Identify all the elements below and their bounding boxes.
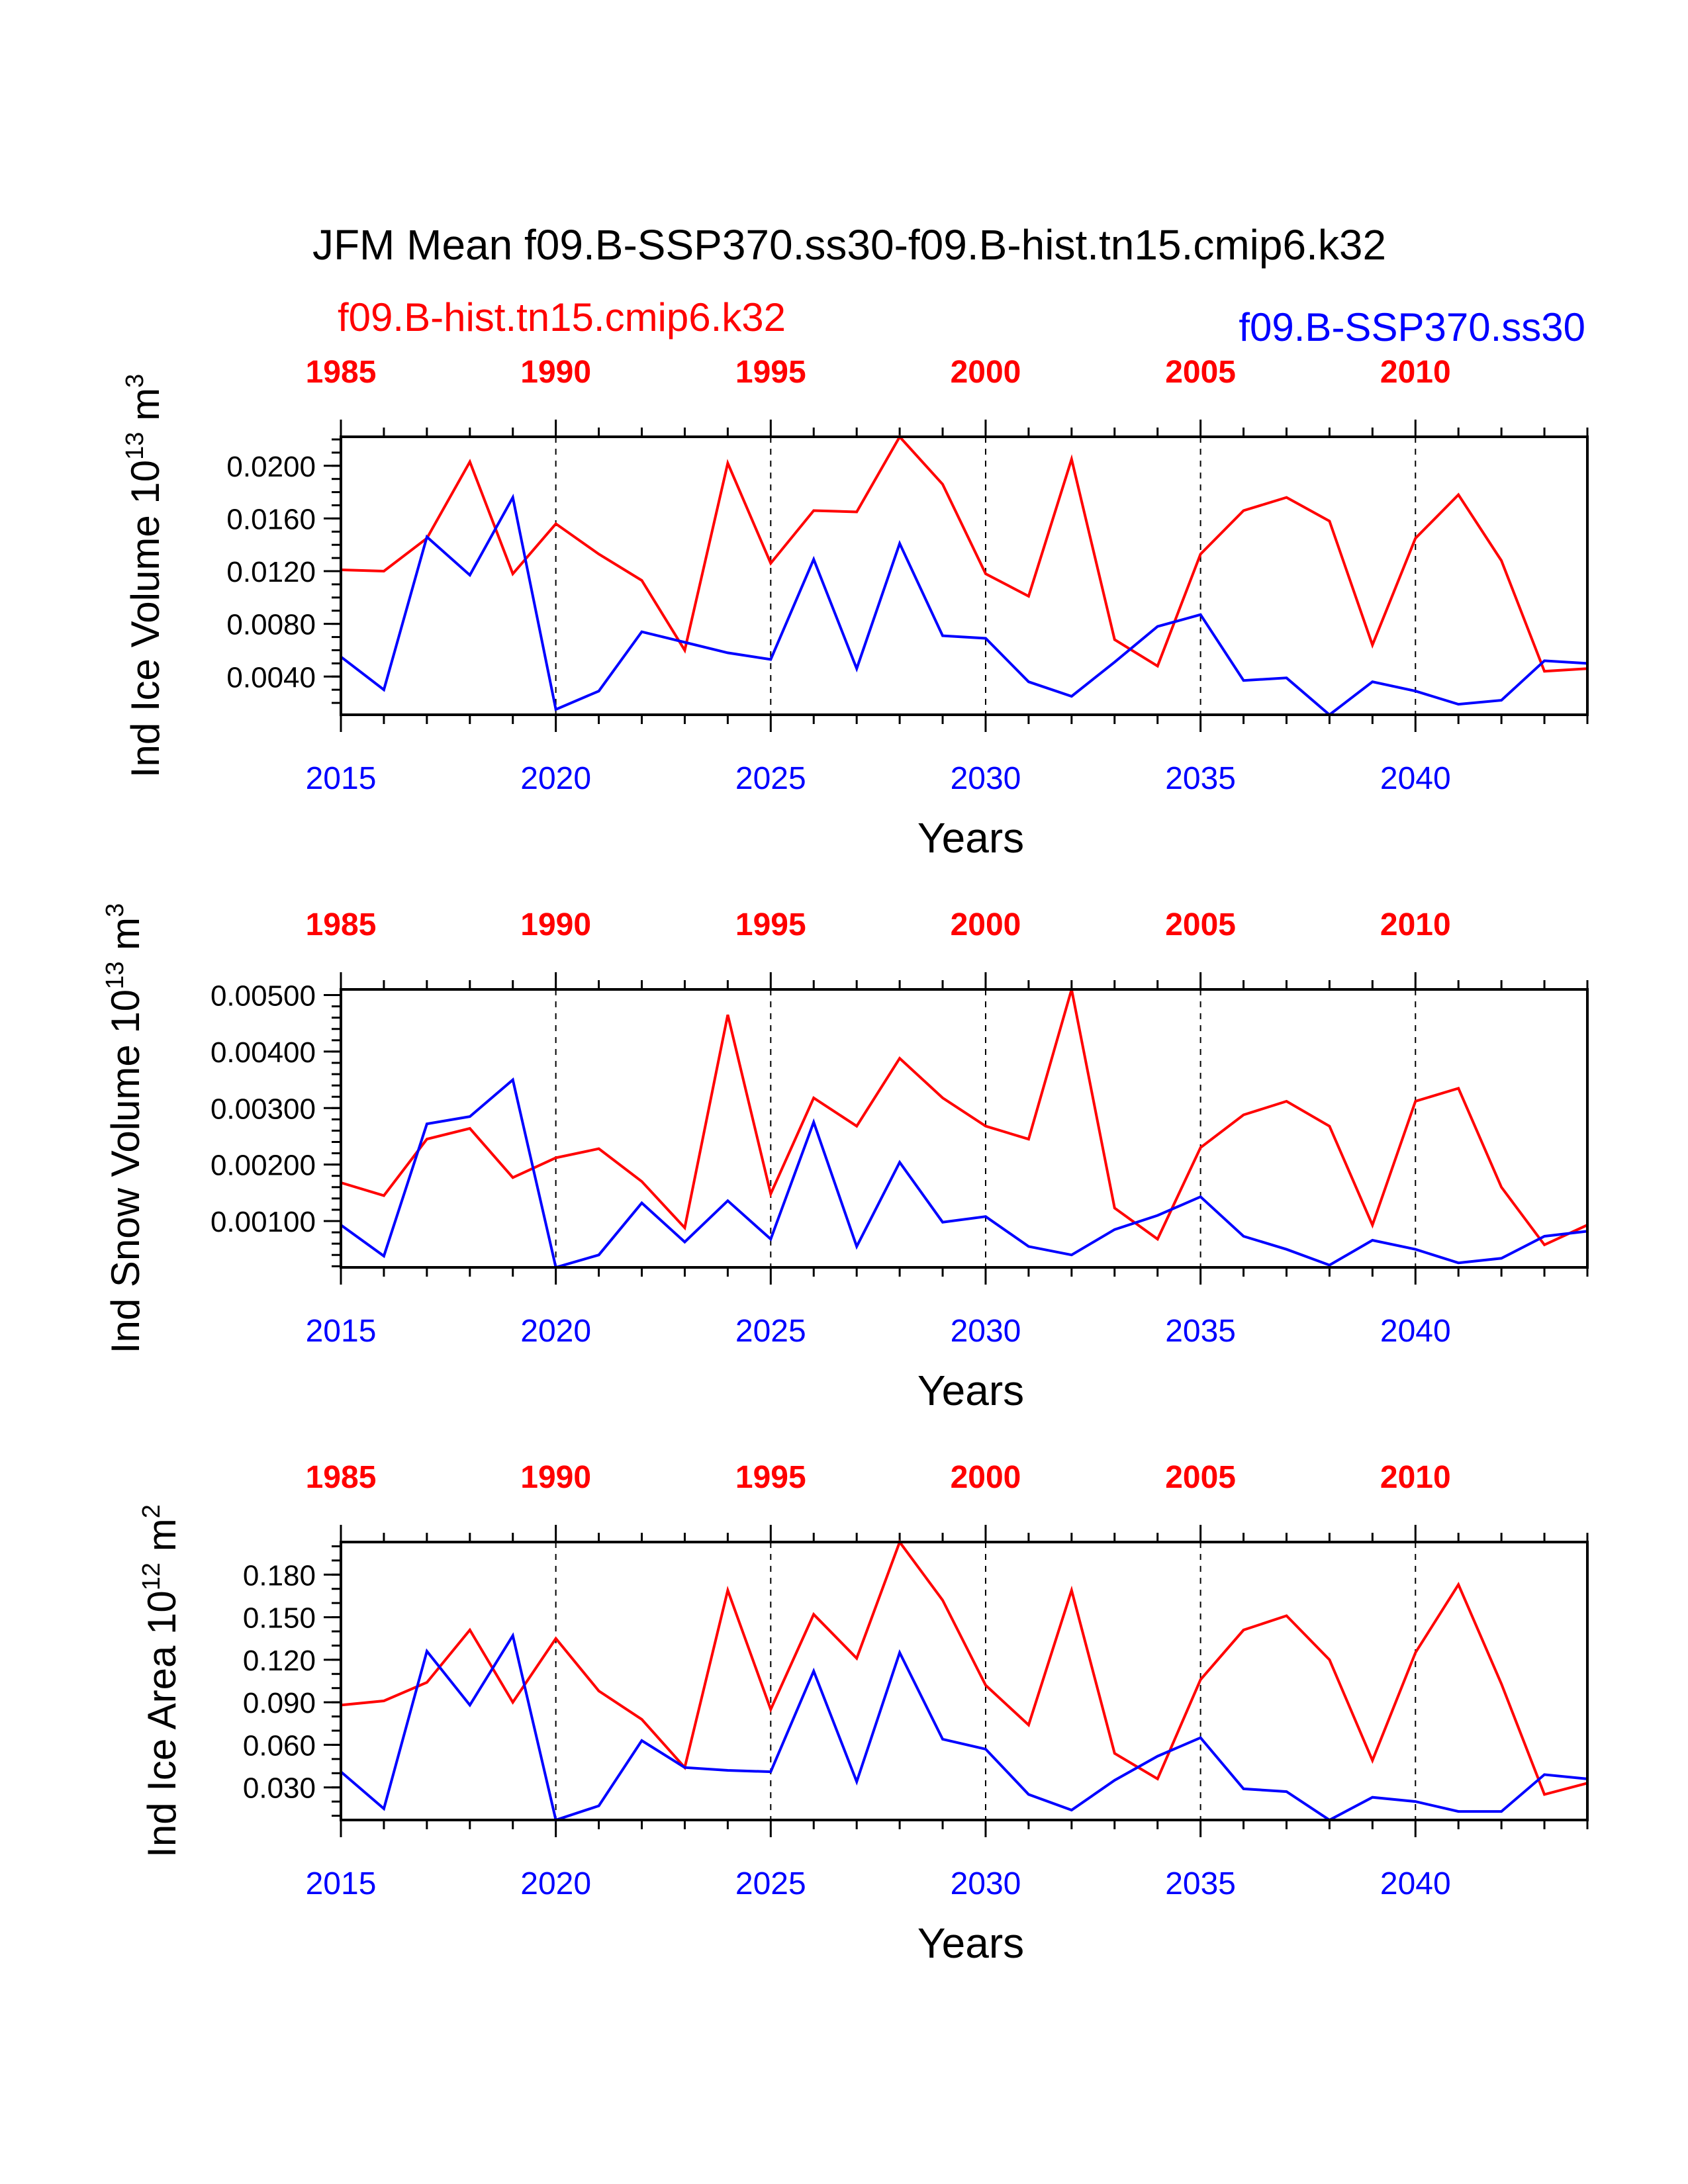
top-tick-label: 1985 <box>306 907 377 942</box>
top-tick-label: 2000 <box>951 355 1021 390</box>
bottom-tick-label: 2020 <box>520 1314 591 1349</box>
top-tick-label: 2000 <box>951 1460 1021 1495</box>
top-tick-label: 2005 <box>1165 907 1236 942</box>
bottom-tick-label: 2025 <box>735 1314 806 1349</box>
top-tick-label: 2005 <box>1165 1460 1236 1495</box>
bottom-tick-label: 2040 <box>1380 1866 1451 1901</box>
y-axis-label-main: Ind Snow Volume 10 <box>103 989 148 1353</box>
y-axis-label-main: Ind Ice Volume 10 <box>123 460 167 778</box>
snow-volume-panel: 0.00100 0.00200 0.00300 0.00400 0.00500 1985 1… <box>101 903 1589 1414</box>
top-tick-label: 1995 <box>735 355 806 390</box>
y-axis-label-unit-exponent: 3 <box>101 903 129 917</box>
bottom-tick-label: 2030 <box>951 761 1021 796</box>
y-tick-label: 0.090 <box>243 1687 316 1719</box>
y-tick-label: 0.00300 <box>211 1093 316 1125</box>
y-axis-label: Ind Snow Volume 1013 m3 <box>101 903 148 1353</box>
bottom-tick-label: 2020 <box>520 1866 591 1901</box>
bottom-tick-label: 2035 <box>1165 1866 1236 1901</box>
x-axis-label: Years <box>917 814 1024 862</box>
top-tick-label: 1990 <box>520 1460 591 1495</box>
bottom-tick-label: 2035 <box>1165 761 1236 796</box>
top-tick-label: 1985 <box>306 1460 377 1495</box>
y-axis-label: Ind Ice Volume 1013 m3 <box>121 374 167 778</box>
series-line-ssp <box>340 1632 1588 1822</box>
bottom-tick-label: 2035 <box>1165 1314 1236 1349</box>
bottom-tick-label: 2015 <box>306 761 377 796</box>
top-tick-label: 2005 <box>1165 355 1236 390</box>
figure-title: JFM Mean f09.B-SSP370.ss30-f09.B-hist.tn… <box>312 221 1386 269</box>
bottom-tick-label: 2015 <box>306 1314 377 1349</box>
bottom-tick-label: 2020 <box>520 761 591 796</box>
bottom-tick-label: 2030 <box>951 1866 1021 1901</box>
y-tick-label: 0.150 <box>243 1602 316 1635</box>
y-axis-label-unit-exponent: 3 <box>121 374 149 388</box>
top-tick-label: 1985 <box>306 355 377 390</box>
series-line-hist <box>340 1539 1588 1796</box>
y-tick-label: 0.0160 <box>226 503 316 535</box>
y-tick-label: 0.00200 <box>211 1150 316 1182</box>
y-axis-label-unit: m <box>140 1518 184 1563</box>
series-line-ssp <box>340 493 1588 717</box>
x-axis-label: Years <box>917 1367 1024 1414</box>
plot-frame <box>340 1541 1589 1821</box>
y-axis-label-exponent: 12 <box>138 1563 165 1590</box>
plot-frame <box>340 435 1589 716</box>
y-axis-label-main: Ind Ice Area 10 <box>140 1590 184 1858</box>
bottom-tick-label: 2025 <box>735 1866 806 1901</box>
top-tick-label: 2010 <box>1380 355 1451 390</box>
top-tick-label: 1990 <box>520 907 591 942</box>
legend-ssp-label: f09.B-SSP370.ss30 <box>1239 305 1585 349</box>
y-tick-label: 0.0080 <box>226 609 316 641</box>
top-tick-label: 2010 <box>1380 1460 1451 1495</box>
bottom-tick-label: 2030 <box>951 1314 1021 1349</box>
y-axis-label-unit-exponent: 2 <box>138 1504 165 1518</box>
y-axis-label-unit: m <box>123 388 167 432</box>
y-axis-label-exponent: 13 <box>121 432 149 460</box>
ice-volume-panel: 0.0040 0.0080 0.0120 0.0160 0.0200 1985 1990 19… <box>121 355 1589 862</box>
bottom-tick-label: 2025 <box>735 761 806 796</box>
top-tick-label: 1990 <box>520 355 591 390</box>
series-line-hist <box>340 434 1588 673</box>
y-axis-label-exponent: 13 <box>101 962 129 989</box>
legend-hist-label: f09.B-hist.tn15.cmip6.k32 <box>338 295 786 340</box>
plot-frame <box>340 988 1589 1269</box>
y-axis-label-unit: m <box>103 917 148 962</box>
bottom-tick-label: 2015 <box>306 1866 377 1901</box>
top-tick-label: 1995 <box>735 1460 806 1495</box>
top-tick-label: 2010 <box>1380 907 1451 942</box>
y-tick-label: 0.030 <box>243 1772 316 1805</box>
y-tick-label: 0.120 <box>243 1645 316 1677</box>
x-axis-label: Years <box>917 1919 1024 1967</box>
y-tick-label: 0.00100 <box>211 1206 316 1238</box>
series-line-ssp <box>340 1077 1588 1269</box>
series-line-hist <box>340 989 1588 1247</box>
y-tick-label: 0.0120 <box>226 556 316 588</box>
y-tick-label: 0.060 <box>243 1729 316 1762</box>
ice-area-panel: 0.030 0.060 0.090 0.120 0.150 0.180 1985 1990 19… <box>138 1460 1589 1967</box>
top-tick-label: 1995 <box>735 907 806 942</box>
y-tick-label: 0.0040 <box>226 661 316 694</box>
y-tick-label: 0.180 <box>243 1559 316 1592</box>
bottom-tick-label: 2040 <box>1380 761 1451 796</box>
bottom-tick-label: 2040 <box>1380 1314 1451 1349</box>
y-axis-label: Ind Ice Area 1012 m2 <box>138 1504 184 1858</box>
top-tick-label: 2000 <box>951 907 1021 942</box>
y-tick-label: 0.00400 <box>211 1036 316 1069</box>
y-tick-label: 0.0200 <box>226 451 316 483</box>
y-tick-label: 0.00500 <box>211 980 316 1013</box>
